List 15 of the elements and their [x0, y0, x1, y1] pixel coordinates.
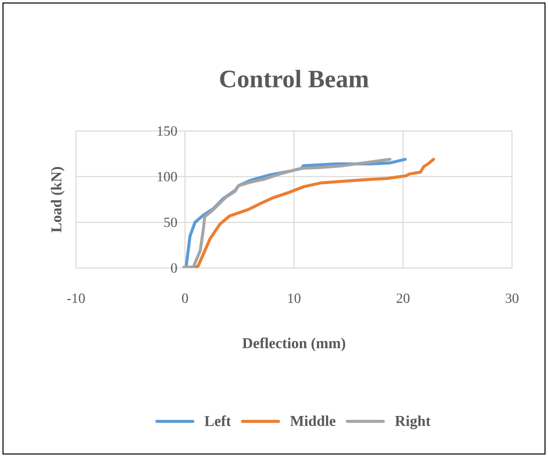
- chart-title: Control Beam: [220, 70, 369, 88]
- legend-label: Left: [204, 415, 231, 426]
- y-tick-label: 100: [158, 172, 177, 182]
- legend-label: Middle: [290, 415, 336, 426]
- x-tick-label: 30: [506, 294, 518, 303]
- legend-label: Right: [395, 415, 431, 430]
- x-axis-title: Deflection (mm): [242, 338, 346, 352]
- y-tick-label: 0: [171, 263, 177, 273]
- x-tick-label: 20: [396, 294, 410, 303]
- y-tick-label: 150: [158, 126, 177, 136]
- y-tick-label: 50: [164, 218, 177, 228]
- x-tick-label: 0: [182, 294, 188, 303]
- y-axis-title: Load (kN): [50, 167, 64, 232]
- x-tick-label: -10: [67, 294, 85, 303]
- x-tick-label: 10: [288, 294, 300, 303]
